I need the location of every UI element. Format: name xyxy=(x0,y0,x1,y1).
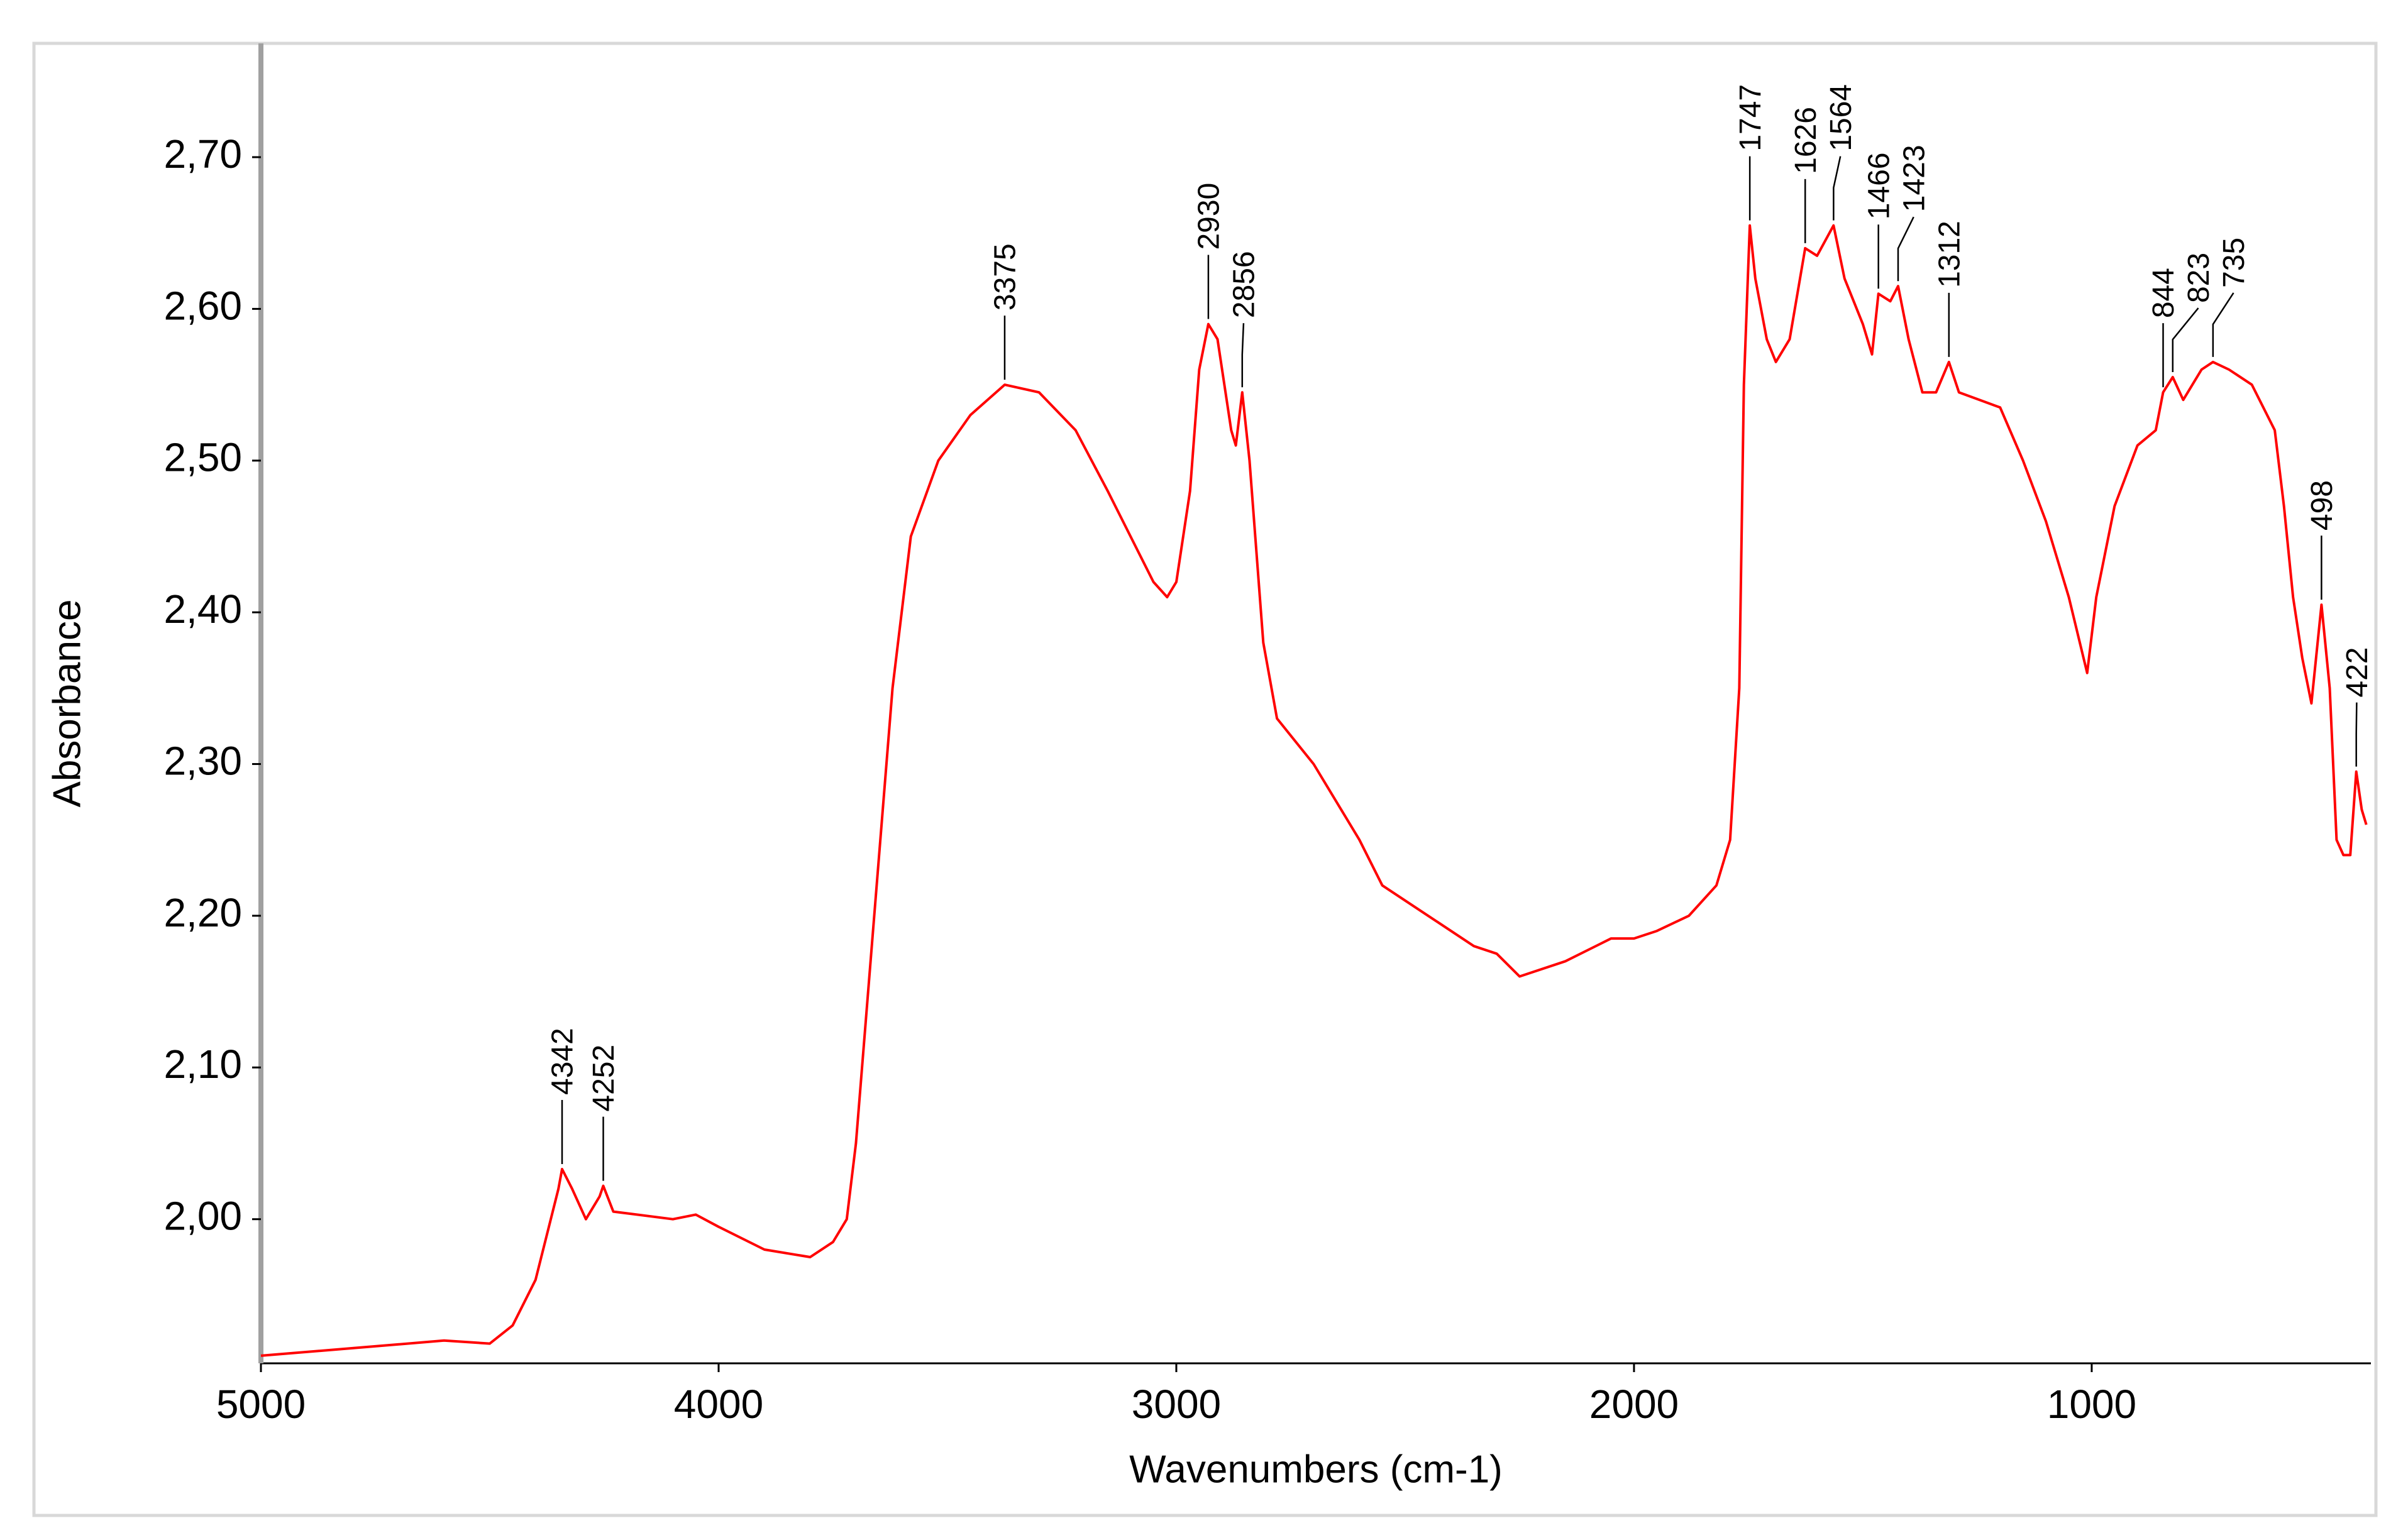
frame xyxy=(32,41,2378,1517)
peak-label: 422 xyxy=(2341,647,2374,698)
peak-label: 1564 xyxy=(1825,84,1858,151)
peak-label: 844 xyxy=(2147,268,2180,318)
peak-label: 823 xyxy=(2182,253,2216,303)
peak-label: 4252 xyxy=(587,1045,621,1112)
peak-label: 2856 xyxy=(1228,251,1261,318)
peak-leader xyxy=(1241,323,1245,388)
peak-leader xyxy=(2172,307,2199,373)
spectrum-line xyxy=(260,224,2368,1357)
x-tick-label: 1000 xyxy=(2047,1382,2136,1427)
y-tick-label: 2,60 xyxy=(163,283,242,328)
y-tick-label: 2,50 xyxy=(163,435,242,480)
y-tick-label: 2,00 xyxy=(163,1194,242,1239)
y-tick-label: 2,10 xyxy=(163,1042,242,1087)
peak-label: 1747 xyxy=(1734,84,1767,151)
peak-leader xyxy=(1897,216,1914,282)
peak-leader xyxy=(1833,156,1842,221)
y-tick-label: 2,70 xyxy=(163,131,242,177)
peak-label: 2930 xyxy=(1193,183,1226,250)
x-axis-title: Wavenumbers (cm-1) xyxy=(1129,1448,1503,1491)
peak-label: 735 xyxy=(2217,238,2251,288)
x-tick-label: 4000 xyxy=(674,1382,763,1427)
x-tick-label: 5000 xyxy=(216,1382,306,1427)
peak-label: 1466 xyxy=(1862,152,1896,219)
y-axis-title: Absorbance xyxy=(45,600,89,808)
peak-leader xyxy=(2355,702,2358,767)
y-tick-label: 2,20 xyxy=(163,890,242,935)
peak-label: 498 xyxy=(2306,480,2339,530)
y-tick-label: 2,30 xyxy=(163,738,242,783)
peak-label: 1312 xyxy=(1933,221,1966,288)
y-tick-label: 2,40 xyxy=(163,586,242,632)
peak-label: 3375 xyxy=(989,243,1022,311)
x-tick-label: 2000 xyxy=(1589,1382,1679,1427)
x-tick-label: 3000 xyxy=(1132,1382,1221,1427)
peak-label: 1626 xyxy=(1789,107,1823,174)
peak-label: 4342 xyxy=(546,1028,580,1095)
peak-label: 1423 xyxy=(1897,145,1931,212)
peak-leader xyxy=(2212,292,2234,357)
